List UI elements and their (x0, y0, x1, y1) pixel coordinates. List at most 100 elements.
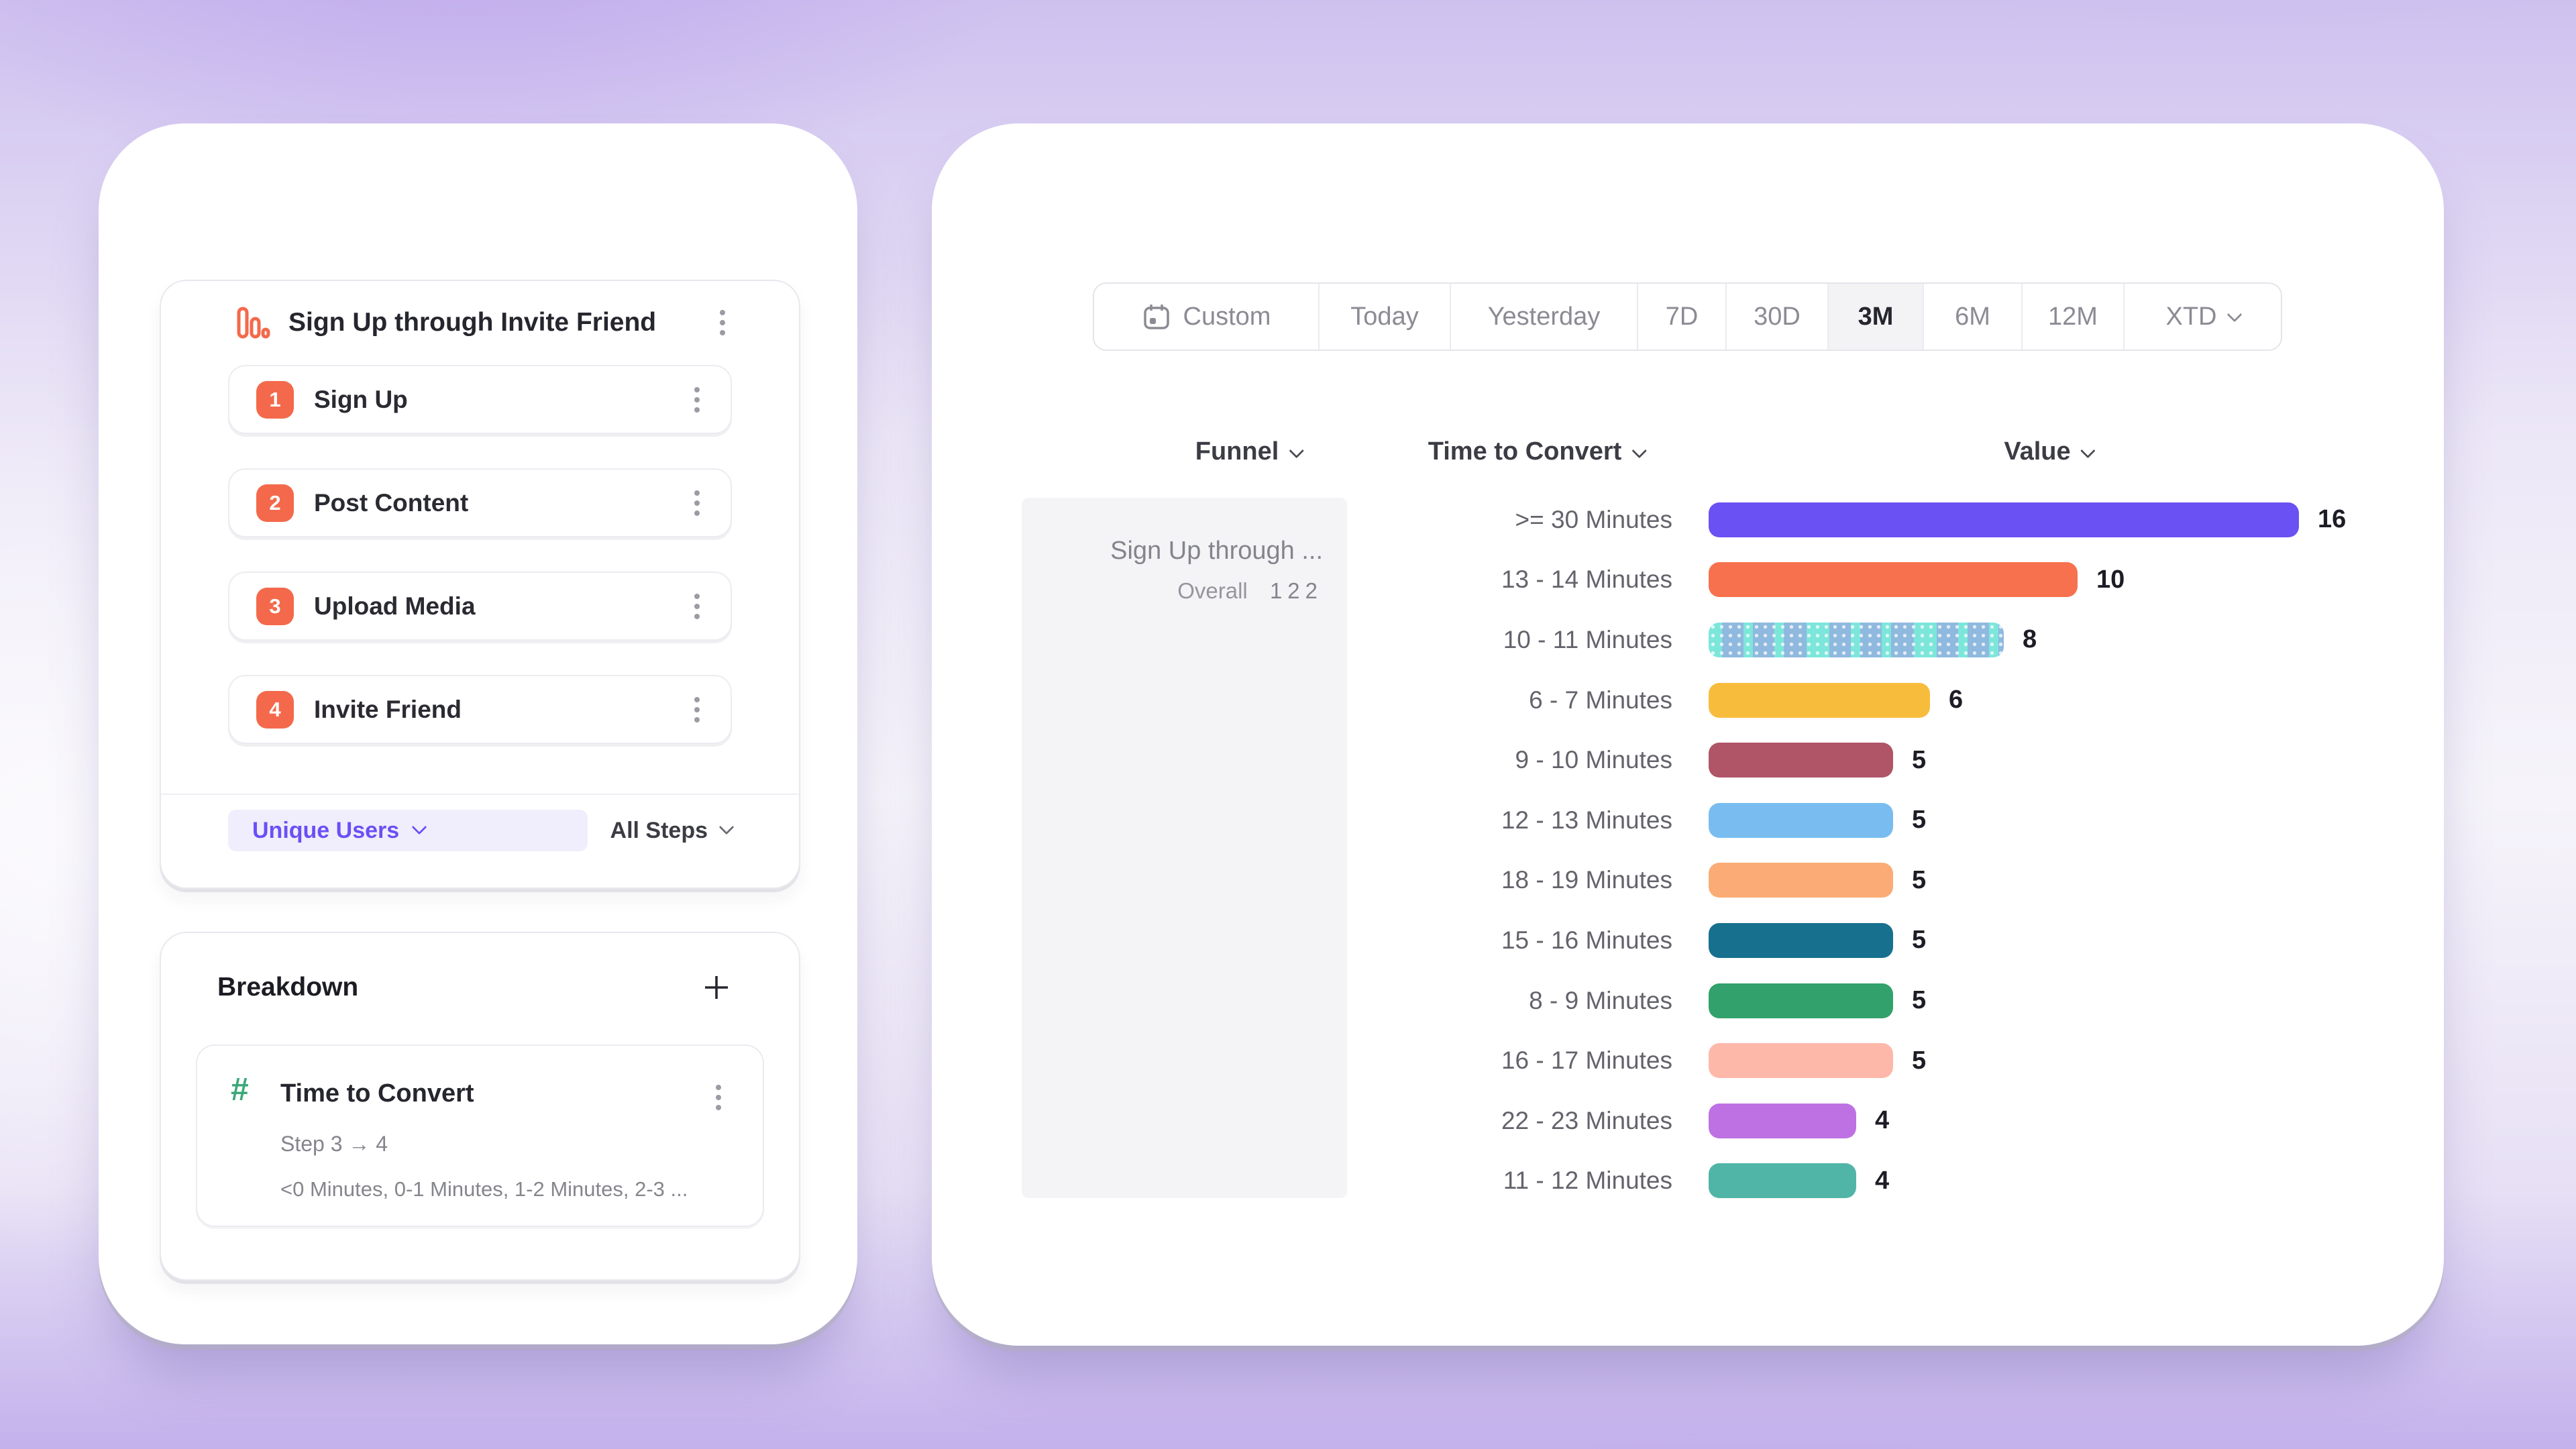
metric-footer: Unique Users All Steps (161, 794, 799, 866)
counting-method-dropdown[interactable]: Unique Users (228, 810, 588, 851)
bucket-label: 6 - 7 Minutes (1529, 686, 1672, 714)
date-tab-label: Custom (1183, 302, 1271, 331)
date-tab-label: 6M (1955, 302, 1990, 331)
breakdown-buckets-preview: <0 Minutes, 0-1 Minutes, 1-2 Minutes, 2-… (280, 1177, 688, 1201)
chart-row: 13 - 14 Minutes 10 (1361, 550, 2346, 610)
bar-value-label: 8 (2023, 625, 2037, 654)
overall-label: Overall (1177, 578, 1248, 603)
funnel-step-card[interactable]: 3 Upload Media (228, 572, 732, 641)
bucket-label: 13 - 14 Minutes (1501, 566, 1672, 594)
time-to-convert-column-label: Time to Convert (1428, 437, 1622, 466)
bucket-label: 12 - 13 Minutes (1501, 806, 1672, 834)
step-label: Upload Media (314, 592, 476, 620)
chart-row: 22 - 23 Minutes 4 (1361, 1091, 2346, 1151)
funnel-step-card[interactable]: 2 Post Content (228, 468, 732, 537)
date-tab-30d[interactable]: 30D (1727, 284, 1829, 350)
metric-kebab-menu-button[interactable] (716, 306, 729, 339)
bar-value-label: 5 (1912, 745, 1927, 774)
chart-row: 8 - 9 Minutes 5 (1361, 971, 2346, 1031)
date-tab-label: 3M (1858, 302, 1894, 331)
value-bar[interactable] (1709, 622, 2004, 657)
report-panel: Custom Today Yesterday 7D 30D 3M 6M 12M XTD Funn… (932, 123, 2444, 1346)
funnel-chart-icon (236, 305, 271, 340)
hash-icon: # (231, 1072, 249, 1108)
date-tab-7d[interactable]: 7D (1638, 284, 1727, 350)
metric-title: Sign Up through Invite Friend (288, 308, 657, 337)
time-to-convert-column-header[interactable]: Time to Convert (1428, 437, 1647, 466)
add-breakdown-button[interactable] (701, 972, 732, 1003)
plus-icon (705, 976, 728, 999)
chevron-down-icon (718, 819, 735, 835)
funnel-step-card[interactable]: 4 Invite Friend (228, 675, 732, 744)
date-tab-3m[interactable]: 3M (1829, 284, 1924, 350)
steps-filter-dropdown[interactable]: All Steps (610, 817, 735, 844)
counting-method-label: Unique Users (252, 817, 400, 843)
value-bar[interactable] (1709, 922, 1893, 958)
chevron-down-icon (411, 819, 427, 835)
bucket-label: 16 - 17 Minutes (1501, 1046, 1672, 1075)
funnel-step-list: 1 Sign Up 2 Post Content 3 Upload Media 4 Invit… (161, 340, 799, 744)
bucket-label: 9 - 10 Minutes (1515, 746, 1672, 774)
bar-value-label: 4 (1875, 1106, 1890, 1135)
value-bar[interactable] (1709, 743, 1893, 778)
chart-row: 11 - 12 Minutes 4 (1361, 1151, 2346, 1212)
value-bar[interactable] (1709, 1163, 1856, 1199)
bucket-label: >= 30 Minutes (1515, 505, 1672, 533)
chart-row: >= 30 Minutes 16 (1361, 490, 2346, 550)
bar-value-label: 5 (1912, 806, 1927, 835)
value-column-header[interactable]: Value (2004, 437, 2096, 466)
value-bar[interactable] (1709, 983, 1893, 1018)
step-number-badge: 3 (256, 587, 294, 625)
funnel-step-card[interactable]: 1 Sign Up (228, 365, 732, 434)
bucket-label: 15 - 16 Minutes (1501, 926, 1672, 954)
date-tab-custom[interactable]: Custom (1094, 284, 1320, 350)
step-kebab-menu-button[interactable] (690, 590, 704, 623)
value-bar[interactable] (1709, 502, 2299, 537)
date-tab-label: Today (1350, 302, 1419, 331)
value-bar[interactable] (1709, 562, 2078, 598)
bucket-label: 11 - 12 Minutes (1503, 1167, 1672, 1195)
bar-value-label: 16 (2318, 505, 2347, 534)
date-tab-yesterday[interactable]: Yesterday (1451, 284, 1638, 350)
step-number-badge: 2 (256, 484, 294, 522)
step-label: Post Content (314, 488, 469, 517)
chart-row: 10 - 11 Minutes 8 (1361, 610, 2346, 670)
chart-row: 18 - 19 Minutes 5 (1361, 851, 2346, 911)
breakdown-section-title: Breakdown (217, 973, 359, 1002)
metric-header: Sign Up through Invite Friend (161, 281, 799, 340)
breakdown-property-card[interactable]: # Time to Convert Step 3 → 4 <0 Minutes,… (196, 1044, 764, 1227)
breakdown-kebab-menu-button[interactable] (712, 1081, 725, 1114)
step-kebab-menu-button[interactable] (690, 486, 704, 520)
value-bar[interactable] (1709, 863, 1893, 898)
steps-filter-label: All Steps (610, 817, 708, 843)
date-tab-today[interactable]: Today (1320, 284, 1451, 350)
date-tab-label: 12M (2048, 302, 2098, 331)
bar-value-label: 5 (1912, 1046, 1927, 1075)
step-kebab-menu-button[interactable] (690, 383, 704, 417)
date-tab-label: XTD (2165, 302, 2217, 331)
step-kebab-menu-button[interactable] (690, 693, 704, 727)
date-tab-12m[interactable]: 12M (2023, 284, 2125, 350)
overall-value: 122 (1269, 578, 1323, 603)
chart-row: 6 - 7 Minutes 6 (1361, 670, 2346, 731)
date-range-tab-bar: Custom Today Yesterday 7D 30D 3M 6M 12M XTD (1093, 282, 2282, 351)
funnel-cell-name: Sign Up through ... (1110, 537, 1323, 565)
chevron-down-icon (2080, 443, 2096, 458)
value-bar[interactable] (1709, 1043, 1893, 1079)
funnel-column-header[interactable]: Funnel (1195, 437, 1304, 466)
value-bar[interactable] (1709, 682, 1930, 718)
value-bar[interactable] (1709, 802, 1893, 838)
bar-value-label: 10 (2096, 565, 2125, 594)
breakdown-property-name: Time to Convert (280, 1079, 474, 1108)
chevron-down-icon (2226, 307, 2242, 323)
date-tab-label: 7D (1665, 302, 1699, 331)
date-tab-xtd[interactable]: XTD (2125, 284, 2281, 350)
funnel-cell[interactable]: Sign Up through ... Overall 122 (1022, 498, 1347, 1198)
value-bar[interactable] (1709, 1103, 1856, 1138)
step-label: Sign Up (314, 385, 408, 413)
breakdown-bar-chart: >= 30 Minutes 16 13 - 14 Minutes 10 10 - 11 … (1361, 490, 2346, 1211)
bar-value-label: 4 (1875, 1166, 1890, 1195)
date-tab-6m[interactable]: 6M (1924, 284, 2023, 350)
bar-value-label: 5 (1912, 926, 1927, 955)
